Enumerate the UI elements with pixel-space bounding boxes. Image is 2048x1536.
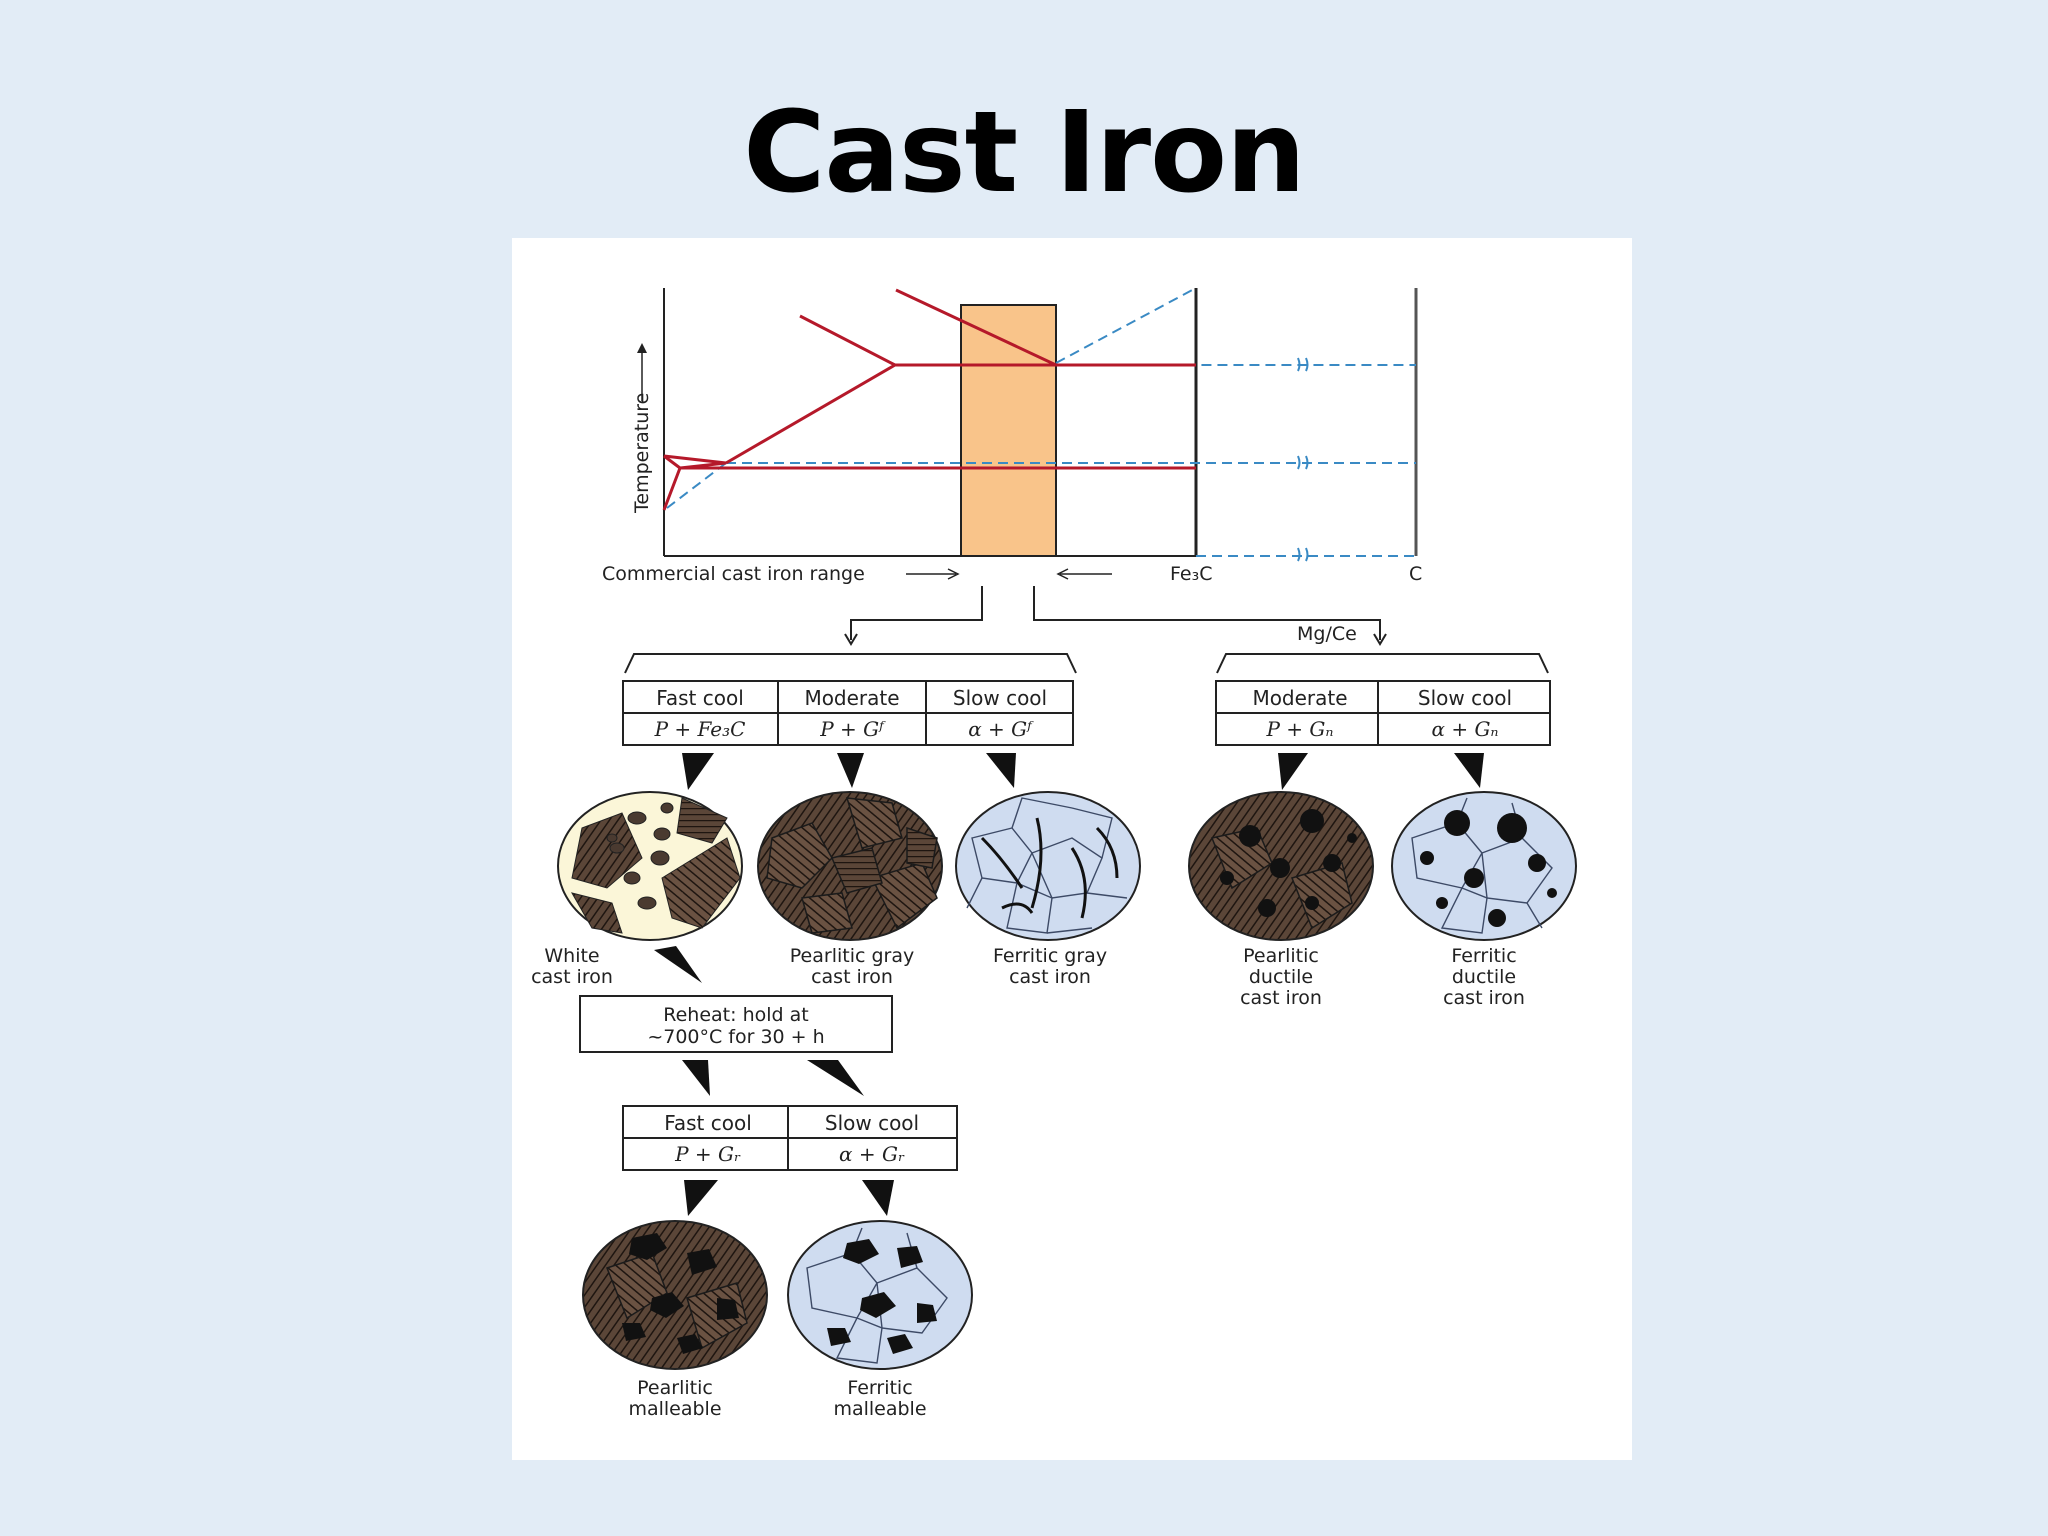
table-cooling-gray: Fast cool Moderate Slow cool P + Fe₃C P … xyxy=(622,680,1074,746)
label-fgray-2: cast iron xyxy=(1009,966,1091,988)
label-fmalleable-2: malleable xyxy=(833,1398,926,1420)
slide-title: Cast Iron xyxy=(743,88,1306,218)
reheat-line-2: ~700°C for 30 + h xyxy=(647,1026,824,1048)
pointer-white-to-reheat xyxy=(654,946,702,983)
header-fast-cool: Fast cool xyxy=(656,686,744,710)
labels-top: White cast iron Pearlitic gray cast iron… xyxy=(531,945,1525,1009)
micro-white-cast-iron xyxy=(557,791,743,941)
micro-pearlitic-gray xyxy=(757,791,943,941)
connectors xyxy=(850,586,1381,640)
phase-ferritic-gray: α + Gᶠ xyxy=(968,717,1034,741)
reheat-box: Reheat: hold at ~700°C for 30 + h xyxy=(579,995,893,1053)
label-pmalleable-1: Pearlitic xyxy=(637,1377,713,1399)
label-white-1: White xyxy=(544,945,599,967)
phase-diagram: Temperature Commercial cast iron range F… xyxy=(602,287,1422,585)
pointer-arrows-reheat xyxy=(682,1060,864,1096)
micro-ferritic-ductile xyxy=(1391,791,1577,941)
header-moderate: Moderate xyxy=(804,686,899,710)
header-slow-cool-ductile: Slow cool xyxy=(1418,686,1512,710)
range-label: Commercial cast iron range xyxy=(602,563,865,585)
micro-pearlitic-ductile xyxy=(1188,791,1374,941)
dashed-lines xyxy=(666,287,1416,557)
phase-white: P + Fe₃C xyxy=(654,717,746,741)
composition-band xyxy=(960,304,1057,557)
reheat-line-1: Reheat: hold at xyxy=(663,1004,808,1026)
phase-pearlitic-gray: P + Gᶠ xyxy=(819,717,886,741)
phase-ferritic-ductile: α + Gₙ xyxy=(1431,717,1498,741)
table-cooling-ductile: Moderate Slow cool P + Gₙ α + Gₙ xyxy=(1215,680,1551,746)
header-slow-cool-malleable: Slow cool xyxy=(825,1111,919,1135)
micro-ferritic-gray xyxy=(955,791,1141,941)
brace-right xyxy=(1216,653,1549,674)
branch-label: Mg/Ce xyxy=(1297,623,1357,645)
header-moderate-ductile: Moderate xyxy=(1252,686,1347,710)
fe3c-label: Fe₃C xyxy=(1170,563,1212,585)
label-pmalleable-2: malleable xyxy=(628,1398,721,1420)
phase-pearlitic-malleable: P + Gᵣ xyxy=(674,1142,741,1166)
header-slow-cool: Slow cool xyxy=(953,686,1047,710)
micro-pearlitic-malleable xyxy=(582,1220,768,1370)
label-white-2: cast iron xyxy=(531,966,613,988)
figure-panel: Temperature Commercial cast iron range F… xyxy=(512,238,1632,1460)
label-fgray-1: Ferritic gray xyxy=(993,945,1107,967)
c-label: C xyxy=(1409,563,1422,585)
header-fast-cool-malleable: Fast cool xyxy=(664,1111,752,1135)
cast-iron-diagram: Temperature Commercial cast iron range F… xyxy=(531,287,1577,1420)
phase-ferritic-malleable: α + Gᵣ xyxy=(839,1142,905,1166)
break-marks xyxy=(1297,357,1309,562)
label-pgray-1: Pearlitic gray xyxy=(790,945,914,967)
pointer-arrows-top xyxy=(682,753,1484,790)
brace-left xyxy=(624,653,1077,674)
pointer-arrows-bottom xyxy=(684,1180,894,1216)
phase-pearlitic-ductile: P + Gₙ xyxy=(1265,717,1333,741)
label-pductile-2: ductile xyxy=(1249,966,1313,988)
phase-lines xyxy=(662,288,1196,511)
micro-ferritic-malleable xyxy=(787,1220,973,1370)
labels-bottom: Pearlitic malleable Ferritic malleable xyxy=(628,1377,926,1420)
label-fductile-2: ductile xyxy=(1452,966,1516,988)
label-fductile-3: cast iron xyxy=(1443,987,1525,1009)
label-fmalleable-1: Ferritic xyxy=(847,1377,912,1399)
table-cooling-malleable: Fast cool Slow cool P + Gᵣ α + Gᵣ xyxy=(622,1105,958,1171)
label-pductile-3: cast iron xyxy=(1240,987,1322,1009)
label-pgray-2: cast iron xyxy=(811,966,893,988)
label-pductile-1: Pearlitic xyxy=(1243,945,1319,967)
label-fductile-1: Ferritic xyxy=(1451,945,1516,967)
temperature-label: Temperature xyxy=(631,393,653,514)
